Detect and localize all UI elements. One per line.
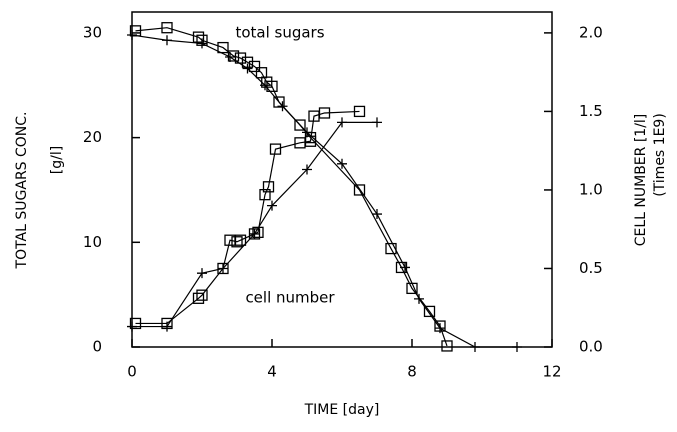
- square-marker: [217, 41, 229, 54]
- plus-marker: [127, 321, 137, 332]
- y-tick-label: 10: [83, 233, 102, 251]
- square-marker: [266, 80, 278, 92]
- y2-axis-unit: (Times 1E9): [652, 113, 668, 197]
- plus-marker: [260, 80, 270, 91]
- y2-tick-label: 0.0: [579, 338, 603, 356]
- plus-marker: [277, 101, 288, 112]
- y2-tick-label: 1.5: [579, 102, 603, 120]
- plus-marker: [372, 117, 382, 128]
- square-marker: [304, 135, 317, 147]
- plus-marker: [414, 293, 424, 304]
- plus-marker: [470, 342, 480, 352]
- square-marker: [161, 22, 173, 34]
- y-axis-unit: [g/l]: [49, 146, 65, 174]
- plus-marker: [225, 52, 235, 63]
- x-axis-title: TIME [day]: [304, 402, 380, 418]
- plus-marker: [267, 200, 277, 211]
- x-tick-label: 8: [407, 363, 417, 381]
- plus-marker: [400, 262, 410, 273]
- x-tick-label: 12: [542, 363, 561, 381]
- plus-marker: [197, 268, 207, 279]
- square-marker: [441, 340, 453, 352]
- square-marker: [259, 189, 271, 201]
- plus-marker: [218, 263, 228, 274]
- square-marker: [196, 289, 208, 301]
- plus-marker: [127, 30, 137, 41]
- series-label: cell number: [245, 289, 335, 307]
- y2-tick-label: 0.5: [579, 259, 603, 277]
- square-marker: [192, 292, 205, 304]
- square-marker: [234, 52, 247, 64]
- y-tick-label: 0: [92, 338, 102, 356]
- square-marker: [318, 107, 331, 119]
- series-line: [135, 27, 448, 347]
- plot-frame: [131, 11, 553, 348]
- square-marker: [262, 181, 275, 193]
- square-marker: [385, 242, 397, 255]
- plus-marker: [372, 209, 382, 220]
- y2-tick-label: 1.0: [579, 180, 603, 198]
- plus-marker: [512, 342, 522, 352]
- plus-marker: [242, 63, 253, 74]
- series-line: [135, 110, 360, 325]
- square-marker: [423, 305, 436, 318]
- plus-marker: [162, 321, 172, 332]
- x-tick-label: 4: [267, 363, 277, 381]
- square-marker: [353, 105, 366, 118]
- series-label: total sugars: [235, 24, 324, 42]
- square-marker: [129, 317, 142, 330]
- y-tick-label: 20: [83, 128, 102, 146]
- square-marker: [294, 119, 306, 131]
- square-marker: [248, 60, 261, 73]
- plus-marker: [162, 35, 172, 46]
- plus-marker: [337, 158, 347, 169]
- plus-marker: [249, 228, 260, 239]
- square-marker: [192, 31, 205, 43]
- plus-marker: [197, 38, 207, 49]
- square-marker: [231, 236, 243, 248]
- x-tick-label: 0: [127, 363, 137, 381]
- plus-marker: [337, 117, 347, 128]
- square-marker: [353, 184, 366, 196]
- plus-marker: [435, 323, 445, 334]
- y-tick-label: 30: [83, 23, 102, 41]
- plus-marker: [302, 164, 312, 175]
- square-marker: [234, 234, 247, 246]
- y2-tick-label: 2.0: [579, 23, 603, 41]
- y-axis-title: TOTAL SUGARS CONC.: [14, 112, 30, 270]
- y2-axis-title: CELL NUMBER [1/l]: [633, 114, 649, 247]
- square-marker: [269, 143, 282, 155]
- square-marker: [273, 96, 285, 108]
